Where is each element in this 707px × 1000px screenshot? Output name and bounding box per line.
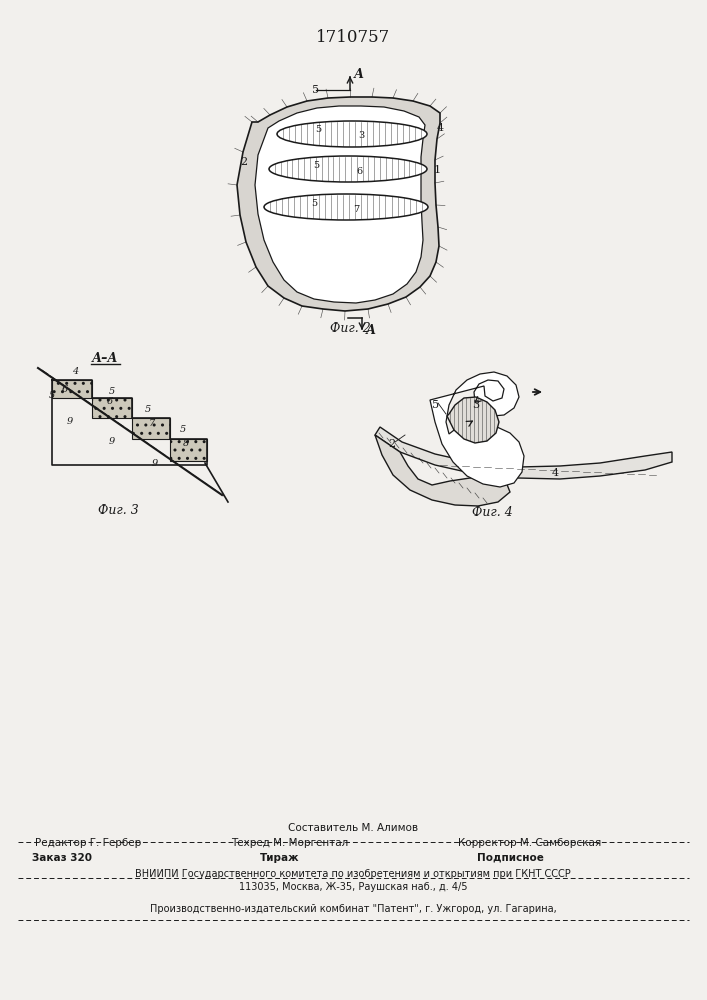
Ellipse shape [269, 156, 427, 182]
Text: 8: 8 [183, 438, 189, 448]
Text: 1: 1 [434, 165, 441, 175]
Text: 5: 5 [315, 125, 321, 134]
Text: Фиг. 4: Фиг. 4 [472, 506, 513, 518]
Text: 6: 6 [62, 384, 68, 393]
Text: 5: 5 [145, 406, 151, 414]
Polygon shape [132, 418, 170, 439]
Text: 7: 7 [353, 205, 359, 214]
Polygon shape [430, 372, 524, 487]
Polygon shape [375, 427, 672, 479]
Polygon shape [255, 106, 425, 303]
Text: Тираж: Тираж [260, 853, 300, 863]
Text: 5: 5 [313, 160, 319, 169]
Text: А: А [366, 324, 376, 336]
Text: Фиг. 3: Фиг. 3 [98, 504, 139, 516]
Text: 3: 3 [358, 131, 364, 140]
Text: 6: 6 [107, 397, 113, 406]
Text: Техред М. Моргентал: Техред М. Моргентал [231, 838, 349, 848]
Text: Редактор Г. Гербер: Редактор Г. Гербер [35, 838, 141, 848]
Polygon shape [170, 439, 207, 461]
Ellipse shape [277, 121, 427, 147]
Text: ВНИИПИ Государственного комитета по изобретениям и открытиям при ГКНТ СССР: ВНИИПИ Государственного комитета по изоб… [135, 869, 571, 879]
Text: 4: 4 [72, 367, 78, 376]
Text: 2: 2 [388, 439, 395, 449]
Text: Корректор М. Самборская: Корректор М. Самборская [458, 838, 602, 848]
Text: 9: 9 [67, 418, 73, 426]
Text: А–А: А–А [92, 353, 118, 365]
Text: Заказ 320: Заказ 320 [32, 853, 92, 863]
Text: 6: 6 [356, 166, 362, 176]
Text: 3: 3 [472, 400, 479, 410]
Text: 5: 5 [311, 198, 317, 208]
Text: 4: 4 [437, 123, 444, 133]
Text: Производственно-издательский комбинат "Патент", г. Ужгород, ул. Гагарина,: Производственно-издательский комбинат "П… [150, 904, 556, 914]
Text: 4: 4 [551, 468, 559, 478]
Polygon shape [447, 397, 499, 443]
Text: А: А [354, 68, 364, 81]
Polygon shape [92, 398, 132, 418]
Text: 5: 5 [312, 85, 320, 95]
Text: 113035, Москва, Ж-35, Раушская наб., д. 4/5: 113035, Москва, Ж-35, Раушская наб., д. … [239, 882, 467, 892]
Text: 5: 5 [109, 386, 115, 395]
Polygon shape [52, 380, 92, 398]
Polygon shape [375, 435, 510, 506]
Text: 5: 5 [180, 426, 186, 434]
Polygon shape [237, 97, 440, 311]
Text: 9: 9 [109, 438, 115, 446]
Text: 5: 5 [49, 390, 55, 399]
Ellipse shape [264, 194, 428, 220]
Text: 1710757: 1710757 [316, 28, 390, 45]
Text: 2: 2 [240, 157, 247, 167]
Text: Составитель М. Алимов: Составитель М. Алимов [288, 823, 418, 833]
Text: 9: 9 [152, 458, 158, 468]
Text: 5: 5 [433, 400, 440, 410]
Text: 7: 7 [149, 420, 155, 428]
Text: Фиг. 2: Фиг. 2 [330, 322, 370, 334]
Text: Подписное: Подписное [477, 853, 544, 863]
